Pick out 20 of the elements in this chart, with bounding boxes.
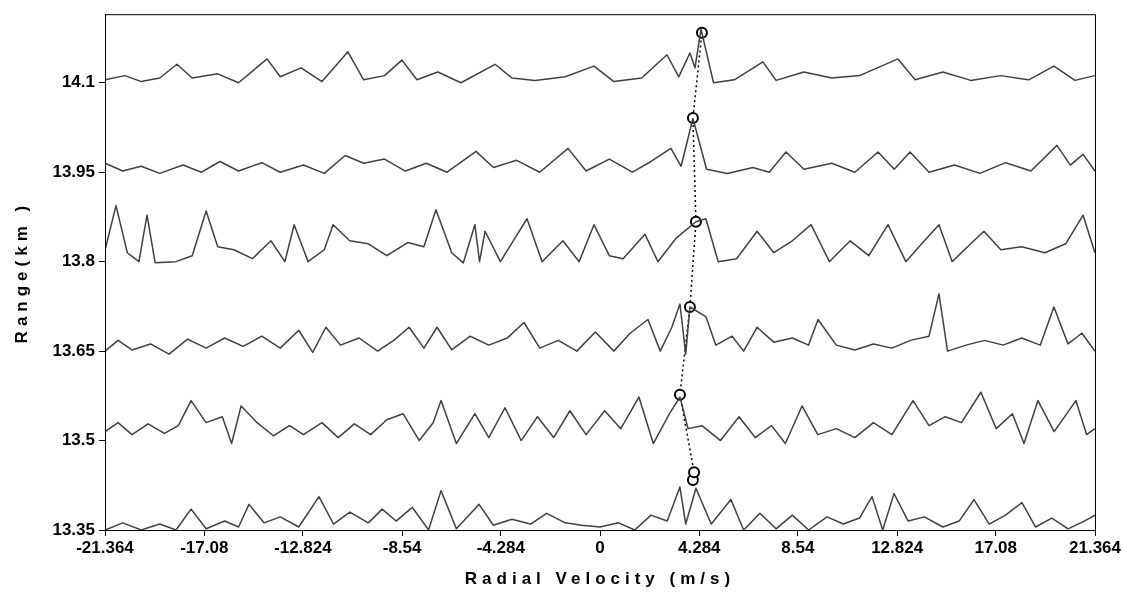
y-tick-label: 13.35 [52, 519, 95, 539]
x-tick-label: 21.364 [1069, 537, 1122, 557]
x-tick-label: -4.284 [476, 537, 526, 557]
x-tick-label: -21.364 [76, 537, 135, 557]
y-tick-label: 13.65 [52, 340, 95, 360]
x-tick-label: 4.284 [677, 537, 722, 557]
y-tick-label: 13.5 [61, 430, 95, 450]
y-tick-label: 13.95 [52, 161, 95, 181]
y-tick-label: 14.1 [61, 72, 95, 92]
x-tick-label: -12.824 [274, 537, 333, 557]
x-tick-label: -8.54 [382, 537, 423, 557]
y-tick-label: 13.8 [61, 251, 95, 271]
point [688, 466, 701, 479]
x-tick-label: -17.08 [180, 537, 229, 557]
x-tick-label: 12.824 [871, 537, 924, 557]
x-tick-label: 8.54 [781, 537, 815, 557]
x-axis-title: Radial Velocity (m/s) [464, 569, 736, 589]
x-tick-label: 0 [595, 537, 605, 557]
y-axis-title: Range(km ) [11, 200, 31, 344]
x-tick-label: 17.08 [974, 537, 1018, 557]
